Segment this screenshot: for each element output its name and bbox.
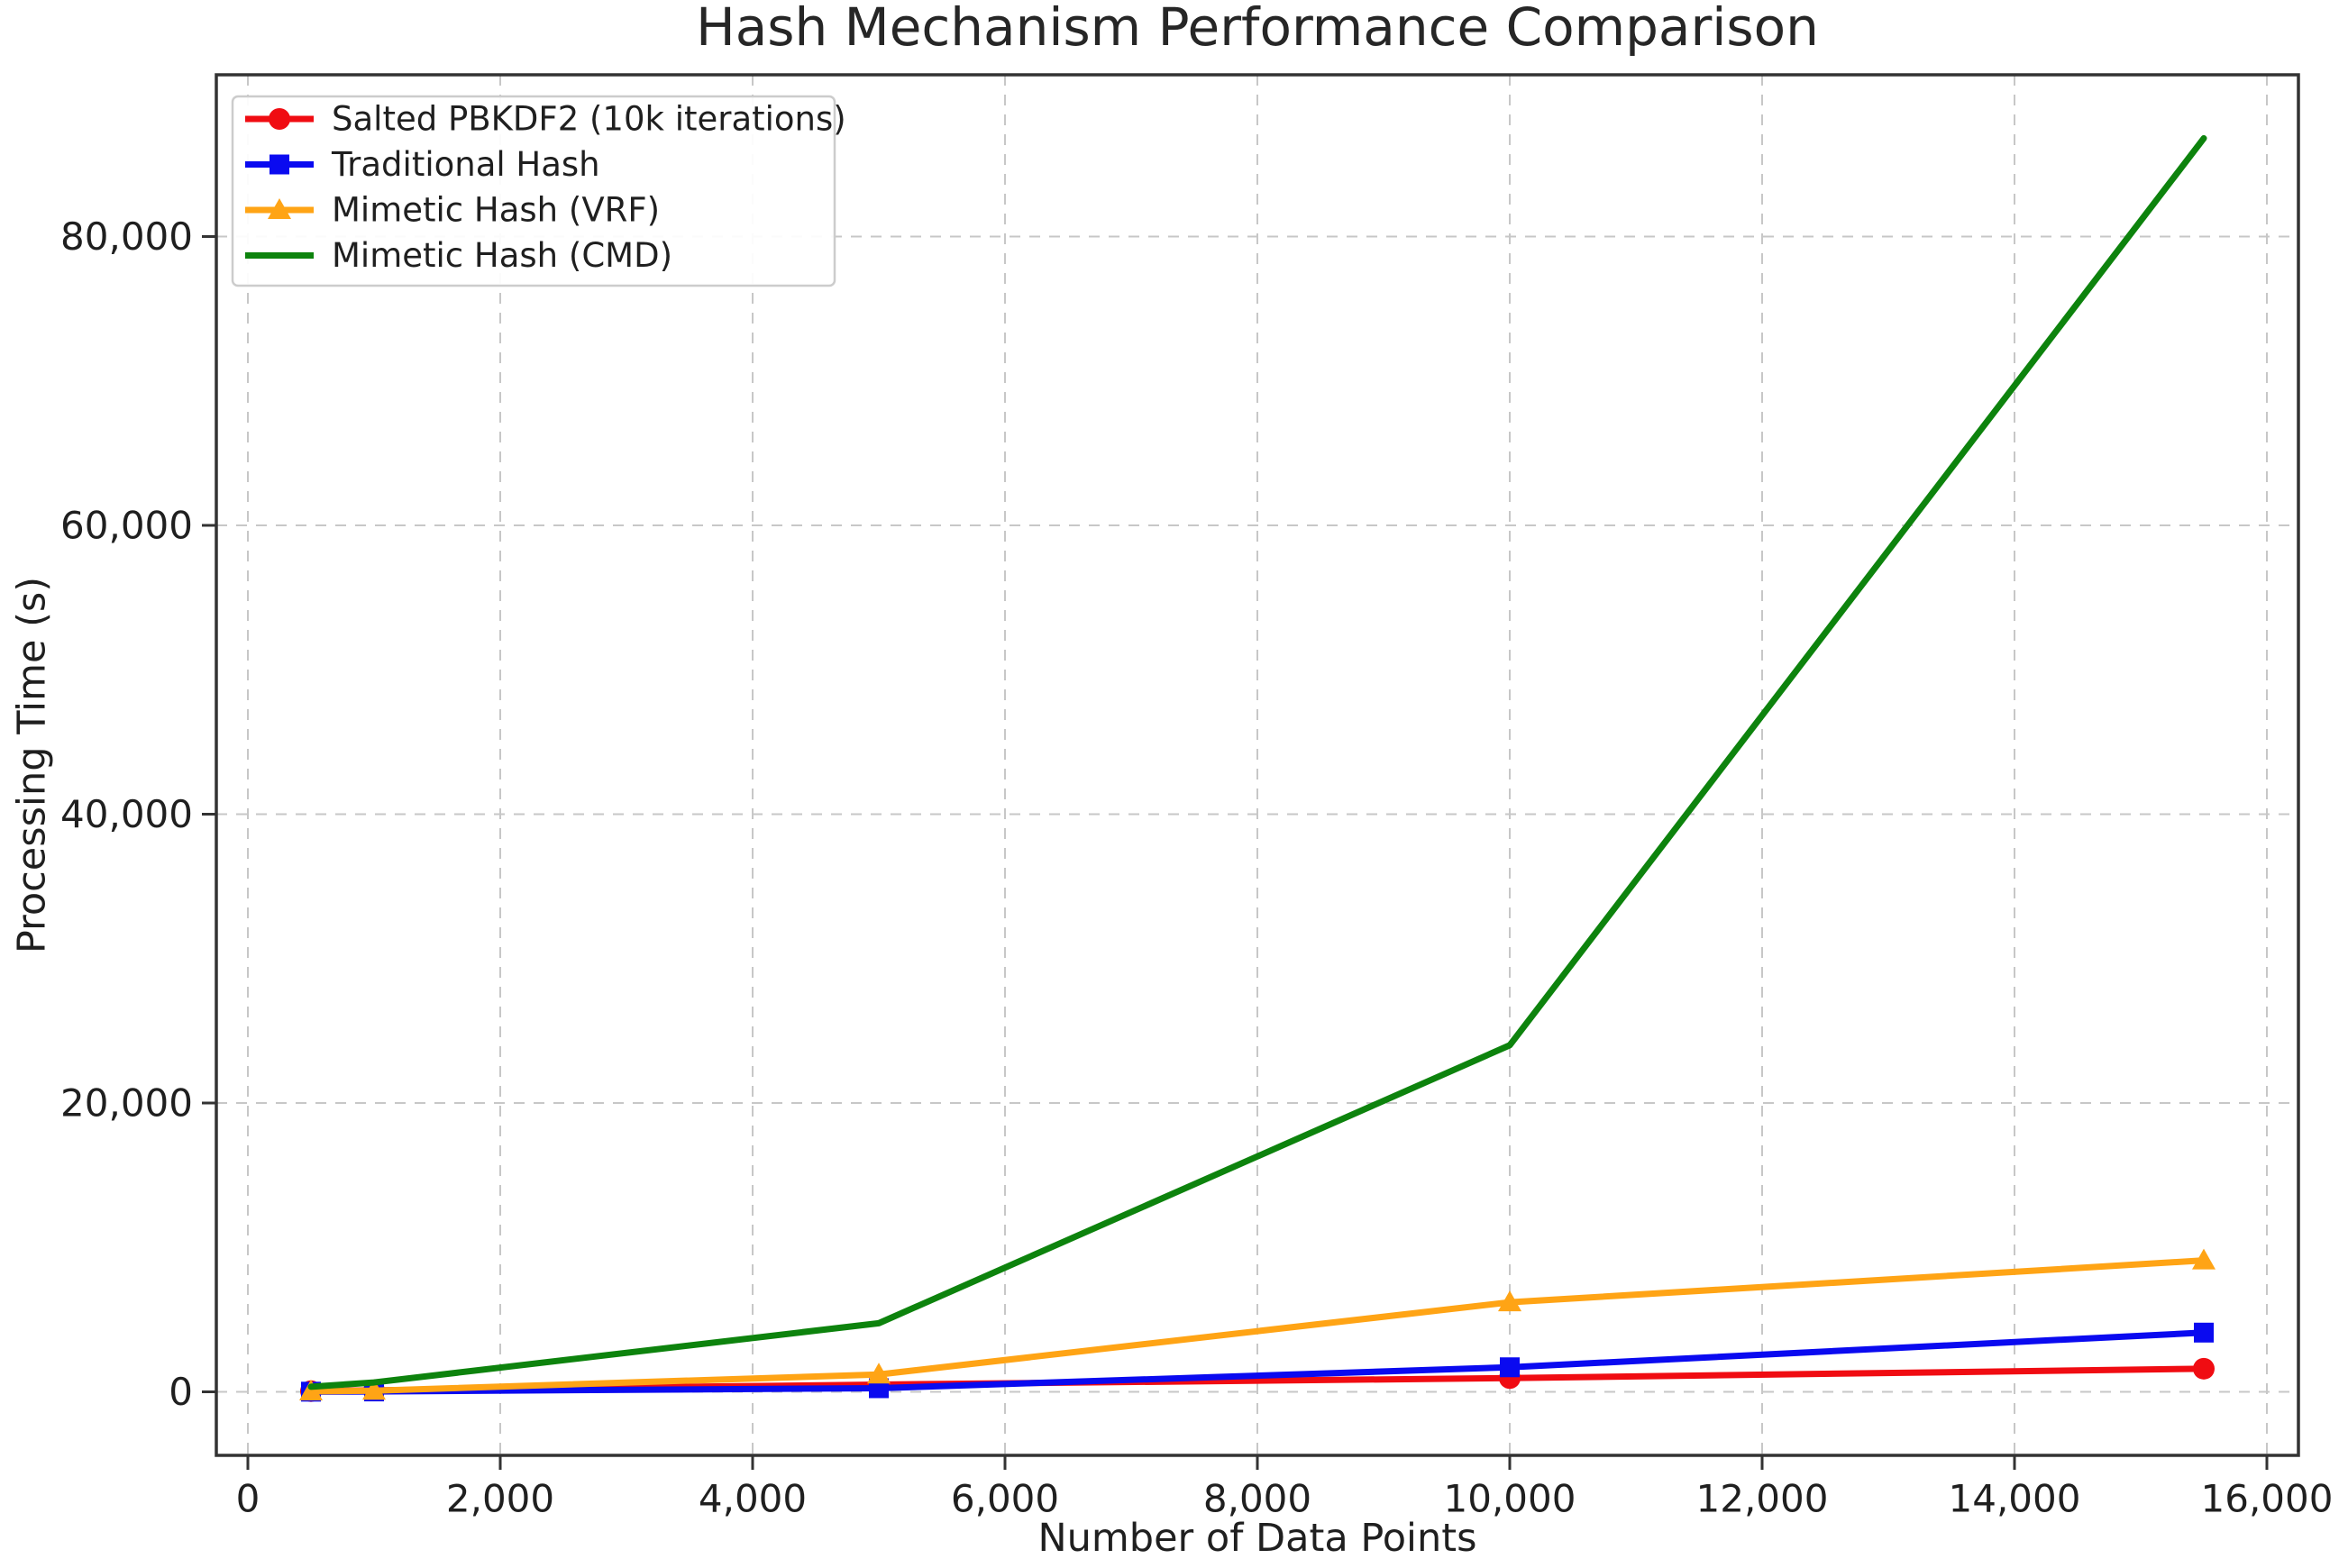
x-tick-label: 14,000	[1949, 1477, 2081, 1521]
square-marker-traditional-hash	[2194, 1322, 2214, 1343]
y-axis-label: Processing Time (s)	[9, 576, 55, 954]
series-mimetic-hash-vrf	[299, 1248, 2216, 1401]
x-tick-label: 0	[236, 1477, 260, 1521]
legend	[231, 95, 836, 287]
triangle-marker-mimetic-hash-vrf	[362, 1379, 386, 1400]
y-tick-label: 0	[169, 1370, 193, 1414]
triangle-marker-mimetic-hash-vrf	[2192, 1248, 2216, 1270]
x-tick-label: 10,000	[1444, 1477, 1576, 1521]
legend-marker-square	[270, 154, 289, 175]
series-mimetic-hash-cmd	[307, 135, 2207, 1390]
legend-label: Mimetic Hash (CMD)	[332, 236, 672, 275]
legend-label: Traditional Hash	[331, 145, 600, 184]
x-axis-label: Number of Data Points	[1037, 1516, 1477, 1561]
legend-item-traditional-hash	[245, 154, 314, 175]
square-marker-traditional-hash	[1500, 1357, 1520, 1378]
triangle-marker-mimetic-hash-vrf	[867, 1363, 891, 1384]
legend-label: Salted PBKDF2 (10k iterations)	[332, 100, 846, 139]
x-tick-label: 8,000	[1203, 1477, 1311, 1521]
legend-item-mimetic-hash-vrf	[245, 198, 314, 219]
x-tick-label: 2,000	[446, 1477, 554, 1521]
y-tick-label: 40,000	[60, 792, 193, 836]
x-tick-label: 12,000	[1696, 1477, 1829, 1521]
legend-label: Mimetic Hash (VRF)	[332, 191, 660, 230]
x-tick-label: 16,000	[2201, 1477, 2334, 1521]
triangle-marker-mimetic-hash-vrf	[1498, 1290, 1521, 1312]
legend-marker-circle	[269, 108, 290, 130]
legend-item-salted-pbkdf2-10k-iterations	[245, 108, 314, 130]
tick-marks	[202, 234, 2269, 1470]
legend-box	[231, 95, 836, 287]
y-tick-label: 60,000	[60, 503, 193, 547]
y-tick-label: 80,000	[60, 214, 193, 259]
x-tick-label: 6,000	[951, 1477, 1059, 1521]
y-tick-label: 20,000	[60, 1080, 193, 1125]
chart-title: Hash Mechanism Performance Comparison	[696, 0, 1819, 58]
series-line-mimetic-hash-cmd	[307, 135, 2207, 1390]
triangle-marker-mimetic-hash-vrf	[299, 1380, 323, 1401]
legend-marker-triangle	[268, 198, 291, 219]
x-tick-label: 4,000	[699, 1477, 807, 1521]
circle-marker-salted-pbkdf2-10k-iterations	[2193, 1357, 2215, 1380]
